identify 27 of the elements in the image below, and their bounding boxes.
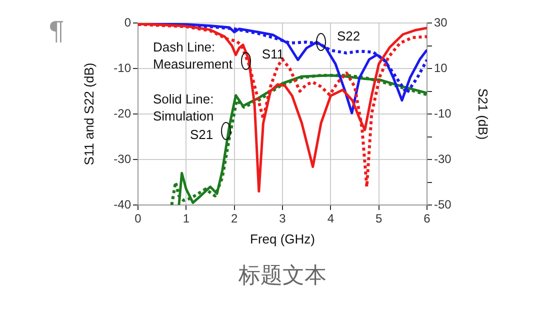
x-tick-label: 6 <box>424 212 431 226</box>
annotation: S21 <box>190 126 214 142</box>
y2-tick-label: 30 <box>434 15 448 30</box>
y2-tick-label: 10 <box>434 60 448 75</box>
annotation: Solid Line: Simulation <box>153 92 214 124</box>
x-axis-title: Freq (GHz) <box>250 232 315 247</box>
x-tick-label: 5 <box>375 212 382 226</box>
y-tick-label: -10 <box>114 60 132 75</box>
y-tick-label: -30 <box>114 152 132 166</box>
x-tick-label: 0 <box>134 212 142 226</box>
x-tick-label: 3 <box>279 212 286 226</box>
annotation: S11 <box>262 46 284 62</box>
y2-tick-label: -10 <box>434 106 452 120</box>
y2-tick-label: -50 <box>434 197 452 212</box>
text: 标题文本 <box>238 264 326 289</box>
y-tick-label: -40 <box>114 197 132 212</box>
x-tick-label: 1 <box>182 212 190 226</box>
annotation: Dash Line: Measurement <box>153 40 233 72</box>
x-tick-label: 4 <box>327 212 334 226</box>
y2-axis-title: S21 (dB) <box>475 88 490 140</box>
y2-tick-label: -30 <box>434 152 452 166</box>
y-tick-label: -20 <box>114 106 132 120</box>
y-tick-label: 0 <box>124 15 132 30</box>
x-tick-label: 2 <box>230 212 238 226</box>
annotation: S22 <box>336 28 360 44</box>
text: ¶ <box>48 16 65 47</box>
y-axis-title: S11 and S22 (dB) <box>82 62 97 166</box>
